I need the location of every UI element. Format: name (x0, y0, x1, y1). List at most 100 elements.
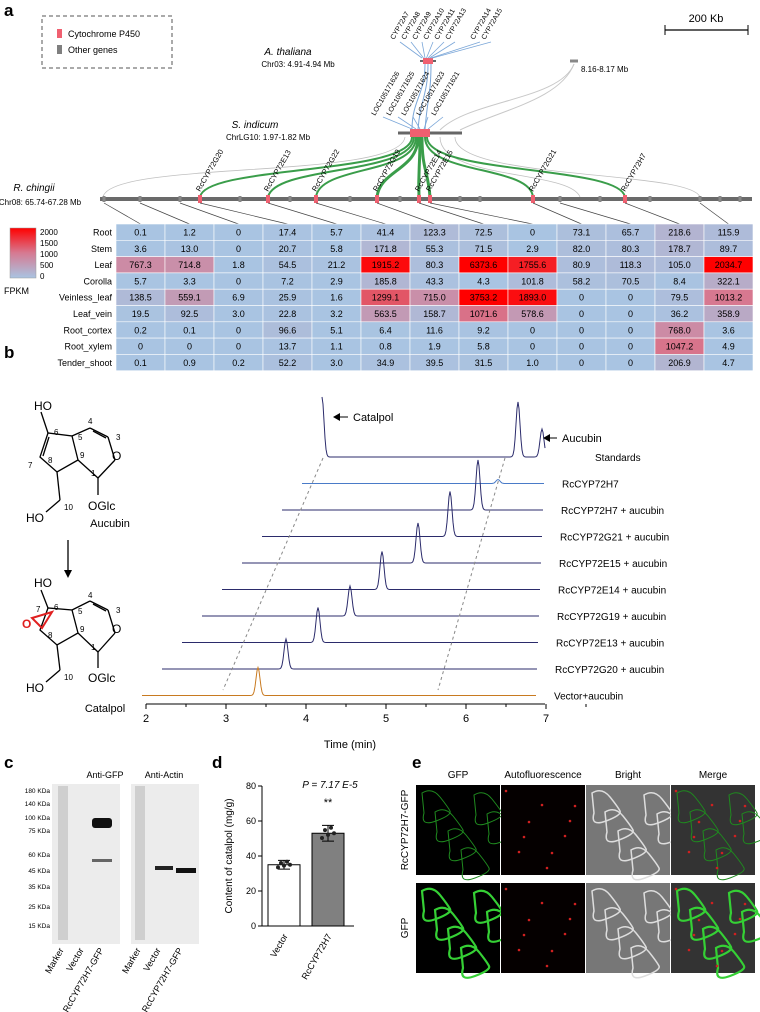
heatmap-connector (532, 202, 582, 225)
at-gene-link (427, 41, 445, 59)
heatmap-value: 1893.0 (519, 293, 547, 303)
panel-label-e: e (412, 753, 421, 772)
colorbar-tick: 1000 (40, 250, 58, 259)
svg-text:1: 1 (91, 469, 96, 478)
svg-text:9: 9 (80, 451, 85, 460)
heatmap-colorbar: 2000 1500 1000 500 0 FPKM (4, 227, 58, 296)
at-gene-link (421, 41, 426, 59)
data-point (320, 835, 324, 840)
chromatogram-trace-label: RcCYP72G21 + aucubin (560, 533, 669, 544)
lane-label: Marker (43, 946, 66, 975)
heatmap-value: 34.9 (377, 358, 395, 368)
colorbar-tick: 0 (40, 272, 45, 281)
heatmap-value: 4.3 (477, 276, 490, 286)
catalpol-ho-bottom: HO (26, 681, 44, 695)
chloroplast-dot (504, 887, 508, 891)
panel-label-d: d (212, 753, 222, 772)
rc-cyp-gene (314, 195, 318, 203)
colorbar-tick: 500 (40, 261, 54, 270)
heatmap-row-label: Tender_shoot (57, 358, 112, 368)
rc-other-gene (478, 196, 482, 202)
chromatogram-trace-label: RcCYP72E15 + aucubin (559, 559, 667, 570)
heatmap-value: 563.5 (374, 309, 397, 319)
lane-label: RcCYP72H7-GFP (140, 946, 185, 1012)
anti-gfp-label: Anti-GFP (86, 770, 123, 780)
heatmap-value: 96.6 (279, 325, 297, 335)
rc-other-gene (648, 196, 652, 202)
si-gene-link (382, 116, 413, 130)
chloroplast-dot (563, 932, 567, 936)
chloroplast-dot (697, 918, 701, 922)
kda-label: 100 KDa (25, 815, 51, 822)
heatmap-value: 1047.2 (666, 342, 694, 352)
data-point (288, 862, 292, 867)
catalpol-bar-chart: 0 20 40 60 80 Content of catalpol (mg/g) Vecto… (224, 780, 358, 981)
chloroplast-dot (710, 901, 714, 905)
rc-other-gene (398, 196, 402, 202)
rc-cyp-gene (623, 195, 627, 203)
bright-field-cell (617, 828, 647, 862)
svg-text:10: 10 (64, 673, 73, 682)
data-point (285, 859, 289, 864)
x-tick-label: 7 (543, 713, 549, 725)
si-cyp-cluster (410, 129, 430, 137)
heatmap-value: 715.0 (423, 293, 446, 303)
chloroplast-dot (715, 866, 719, 870)
heatmap-connector (267, 202, 337, 225)
catalpol-name: Catalpol (85, 703, 125, 715)
chloroplast-dot (733, 932, 737, 936)
svg-text:5: 5 (78, 433, 83, 442)
chloroplast-dot (522, 933, 526, 937)
bar (311, 832, 345, 927)
heatmap-row-label: Root_xylem (64, 342, 112, 352)
si-species: S. indicum (232, 120, 279, 131)
y-axis-label: Content of catalpol (mg/g) (224, 798, 235, 913)
heatmap-value: 5.7 (134, 276, 147, 286)
heatmap-value: 0.2 (134, 325, 147, 335)
kda-label: 25 KDa (28, 904, 50, 911)
rc-region: Chr08: 65.74-67.28 Mb (0, 198, 82, 207)
heatmap-value: 65.7 (622, 228, 640, 238)
x-tick-label: 5 (383, 713, 389, 725)
anti-actin-label: Anti-Actin (145, 770, 184, 780)
epoxide-ring (30, 610, 55, 630)
y-tick-label: 40 (246, 851, 256, 861)
chloroplast-dot (692, 933, 696, 937)
heatmap-value: 25.9 (279, 293, 297, 303)
chloroplast-dot (715, 964, 719, 968)
heatmap-value: 0 (530, 325, 535, 335)
at-gene-link (430, 41, 481, 59)
svg-text:1: 1 (91, 643, 96, 652)
rc-cyp-gene (266, 195, 270, 203)
heatmap-connector (179, 202, 239, 225)
at-side-label: 8.16-8.17 Mb (581, 65, 629, 74)
rc-cyp-gene (375, 195, 379, 203)
heatmap-value: 52.2 (279, 358, 297, 368)
rc-gene-label: RcCYP72H7 (619, 152, 648, 193)
chloroplast-dot (517, 850, 521, 854)
heatmap-value: 0 (236, 276, 241, 286)
svg-text:6: 6 (54, 428, 59, 437)
cell-outline (689, 809, 719, 843)
heatmap-value: 138.5 (129, 293, 152, 303)
heatmap-value: 0 (138, 342, 143, 352)
scalebar-label: 200 Kb (689, 13, 724, 25)
chloroplast-dot (573, 804, 577, 808)
chromatogram-trace (242, 522, 541, 564)
legend: Cytochrome P450 Other genes (41, 15, 173, 69)
cell-outline (728, 792, 758, 826)
lane-label: Marker (120, 946, 143, 975)
chromatogram-x-label: Time (min) (324, 739, 376, 751)
lane-label: Vector (141, 946, 162, 973)
legend-other-label: Other genes (68, 45, 118, 55)
bright-field-cell (630, 945, 660, 979)
catalpol-atom-numbers: 4 3 6 5 9 8 7 10 1 (36, 591, 121, 682)
heatmap-value: 43.3 (426, 276, 444, 286)
heatmap-value: 3.2 (330, 309, 343, 319)
chloroplast-dot (743, 902, 747, 906)
chromatogram-trace (321, 396, 546, 458)
microscopy-column-label: Autofluorescence (504, 770, 582, 781)
microscopy-image (501, 883, 585, 973)
microscopy-row-label: RcCYP72H7-GFP (400, 789, 411, 870)
heatmap-value: 0.8 (379, 342, 392, 352)
